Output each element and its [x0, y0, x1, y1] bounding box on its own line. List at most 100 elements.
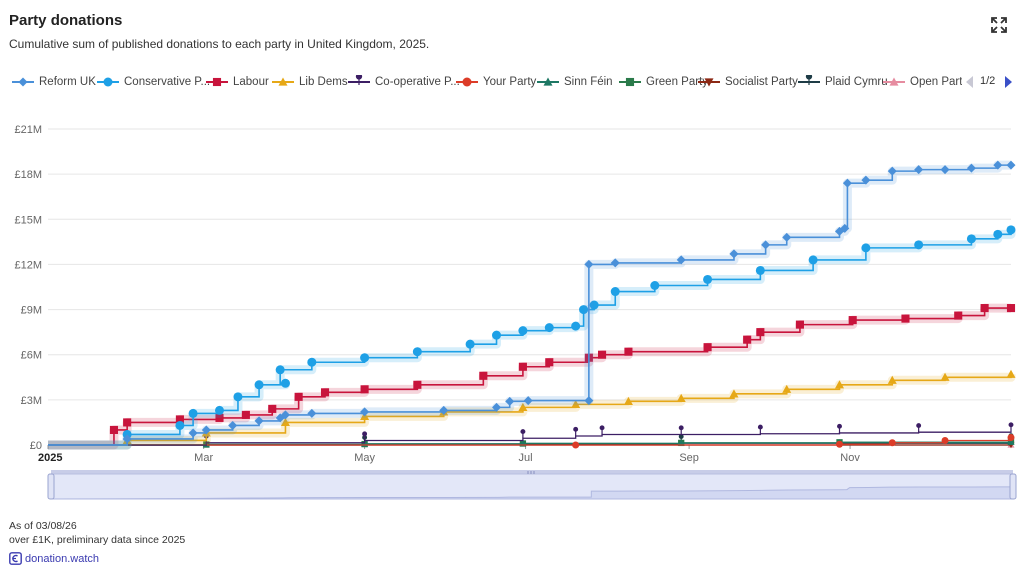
- data-point: [175, 420, 185, 430]
- data-point: [584, 259, 594, 269]
- data-point: [808, 255, 818, 265]
- zoom-slider[interactable]: [47, 470, 1017, 500]
- data-point: [294, 392, 303, 401]
- data-point: [241, 410, 250, 419]
- data-point: [360, 407, 370, 417]
- data-point: [782, 232, 792, 242]
- series-co-operative-p[interactable]: [48, 422, 1014, 446]
- series-conservative-p[interactable]: [48, 225, 1016, 450]
- legend-item-lib-dems[interactable]: Lib Dems: [272, 72, 348, 92]
- data-point: [703, 274, 713, 284]
- chart-plot: £0 £3M £6M £9M £12M £15M £18M £21M 2025 Mar May Jul…: [14, 124, 1017, 500]
- legend-item-labour[interactable]: Labour: [206, 72, 269, 92]
- data-point: [479, 371, 488, 380]
- legend-marker-reform-uk: [18, 77, 28, 87]
- data-point: [940, 372, 950, 381]
- legend-label: Reform UK: [39, 76, 96, 88]
- data-point: [1007, 438, 1015, 445]
- data-point: [362, 431, 368, 441]
- y-tick-label: £12M: [14, 259, 42, 271]
- legend-marker-sinn-f-in: [543, 77, 553, 86]
- chart-subtitle: Cumulative sum of published donations to…: [9, 37, 430, 51]
- legend-symbol-green-party: [619, 77, 641, 87]
- data-point: [280, 410, 290, 420]
- series-reform-uk[interactable]: [48, 160, 1016, 450]
- data-point: [676, 255, 686, 265]
- zoom-track-top: [51, 470, 1013, 475]
- legend-item-your-party[interactable]: Your Party: [456, 72, 536, 92]
- data-point: [188, 408, 198, 418]
- data-point: [572, 441, 580, 449]
- data-point: [520, 429, 526, 439]
- data-point: [993, 160, 1003, 170]
- data-point: [109, 425, 119, 435]
- legend-item-open-part[interactable]: Open Part: [883, 72, 962, 92]
- legend-label: Co-operative P...: [375, 76, 460, 88]
- data-point: [573, 426, 579, 436]
- x-tick-label: Jul: [519, 452, 533, 464]
- zoom-handle-right[interactable]: [1009, 473, 1017, 500]
- data-point: [888, 439, 896, 447]
- data-point: [835, 380, 845, 389]
- legend-item-socialist-party[interactable]: Socialist Party: [698, 72, 798, 92]
- data-point: [584, 396, 594, 406]
- series-line: [48, 307, 1011, 446]
- legend-item-sinn-f-in[interactable]: Sinn Féin: [537, 72, 613, 92]
- data-point: [1008, 422, 1014, 432]
- legend-label: Conservative P...: [124, 76, 211, 88]
- data-point: [439, 405, 449, 415]
- zoom-handle-left[interactable]: [47, 473, 55, 500]
- legend-item-plaid-cymru[interactable]: Plaid Cymru: [798, 72, 888, 92]
- legend-item-co-operative-p[interactable]: Co-operative P...: [348, 72, 460, 92]
- data-point: [123, 418, 132, 427]
- data-point: [782, 384, 792, 393]
- data-point: [413, 380, 422, 389]
- data-point: [175, 415, 184, 424]
- legend-prev-page-icon[interactable]: [963, 74, 977, 90]
- data-point: [729, 249, 739, 259]
- legend-symbol-open-part: [883, 77, 905, 86]
- data-point: [518, 402, 528, 411]
- legend-label: Lib Dems: [299, 76, 348, 88]
- y-tick-label: £3M: [21, 395, 42, 407]
- legend-symbol-conservative-p: [97, 77, 119, 87]
- data-note: over £1K, preliminary data since 2025: [9, 534, 186, 546]
- data-point: [465, 339, 475, 349]
- legend-item-conservative-p[interactable]: Conservative P...: [97, 72, 210, 92]
- data-point: [1006, 160, 1016, 170]
- legend-marker-lib-dems: [278, 77, 288, 86]
- data-point: [571, 321, 581, 331]
- x-tick-label: 2025: [38, 452, 62, 464]
- data-point: [887, 375, 897, 384]
- series-labour[interactable]: [48, 303, 1016, 450]
- data-point: [412, 347, 422, 357]
- data-point: [842, 178, 852, 188]
- data-point: [729, 389, 739, 398]
- series-your-party[interactable]: [48, 433, 1015, 449]
- legend-marker-labour: [212, 77, 222, 87]
- y-tick-label: £21M: [14, 124, 42, 136]
- data-point: [993, 229, 1003, 239]
- data-point: [579, 305, 589, 315]
- donation-watch-link[interactable]: donation.watch: [9, 552, 99, 565]
- legend-marker-socialist-party: [704, 78, 714, 87]
- data-point: [544, 323, 554, 333]
- zoom-grip-icon[interactable]: [527, 471, 535, 474]
- legend-marker-open-part: [889, 77, 899, 86]
- data-point: [610, 287, 620, 297]
- data-point: [228, 420, 238, 430]
- x-tick-label: Sep: [679, 452, 699, 464]
- data-point: [360, 353, 370, 363]
- legend-item-green-party[interactable]: Green Party: [619, 72, 708, 92]
- data-point: [756, 328, 765, 337]
- fullscreen-icon[interactable]: [990, 16, 1008, 34]
- data-point: [887, 166, 897, 176]
- data-point: [523, 396, 533, 406]
- legend-next-page-icon[interactable]: [1002, 74, 1016, 90]
- data-point: [848, 316, 857, 325]
- data-point: [743, 335, 752, 344]
- data-point: [940, 165, 950, 175]
- data-point: [795, 320, 804, 329]
- legend-item-reform-uk[interactable]: Reform UK: [12, 72, 96, 92]
- series-line: [48, 431, 1012, 446]
